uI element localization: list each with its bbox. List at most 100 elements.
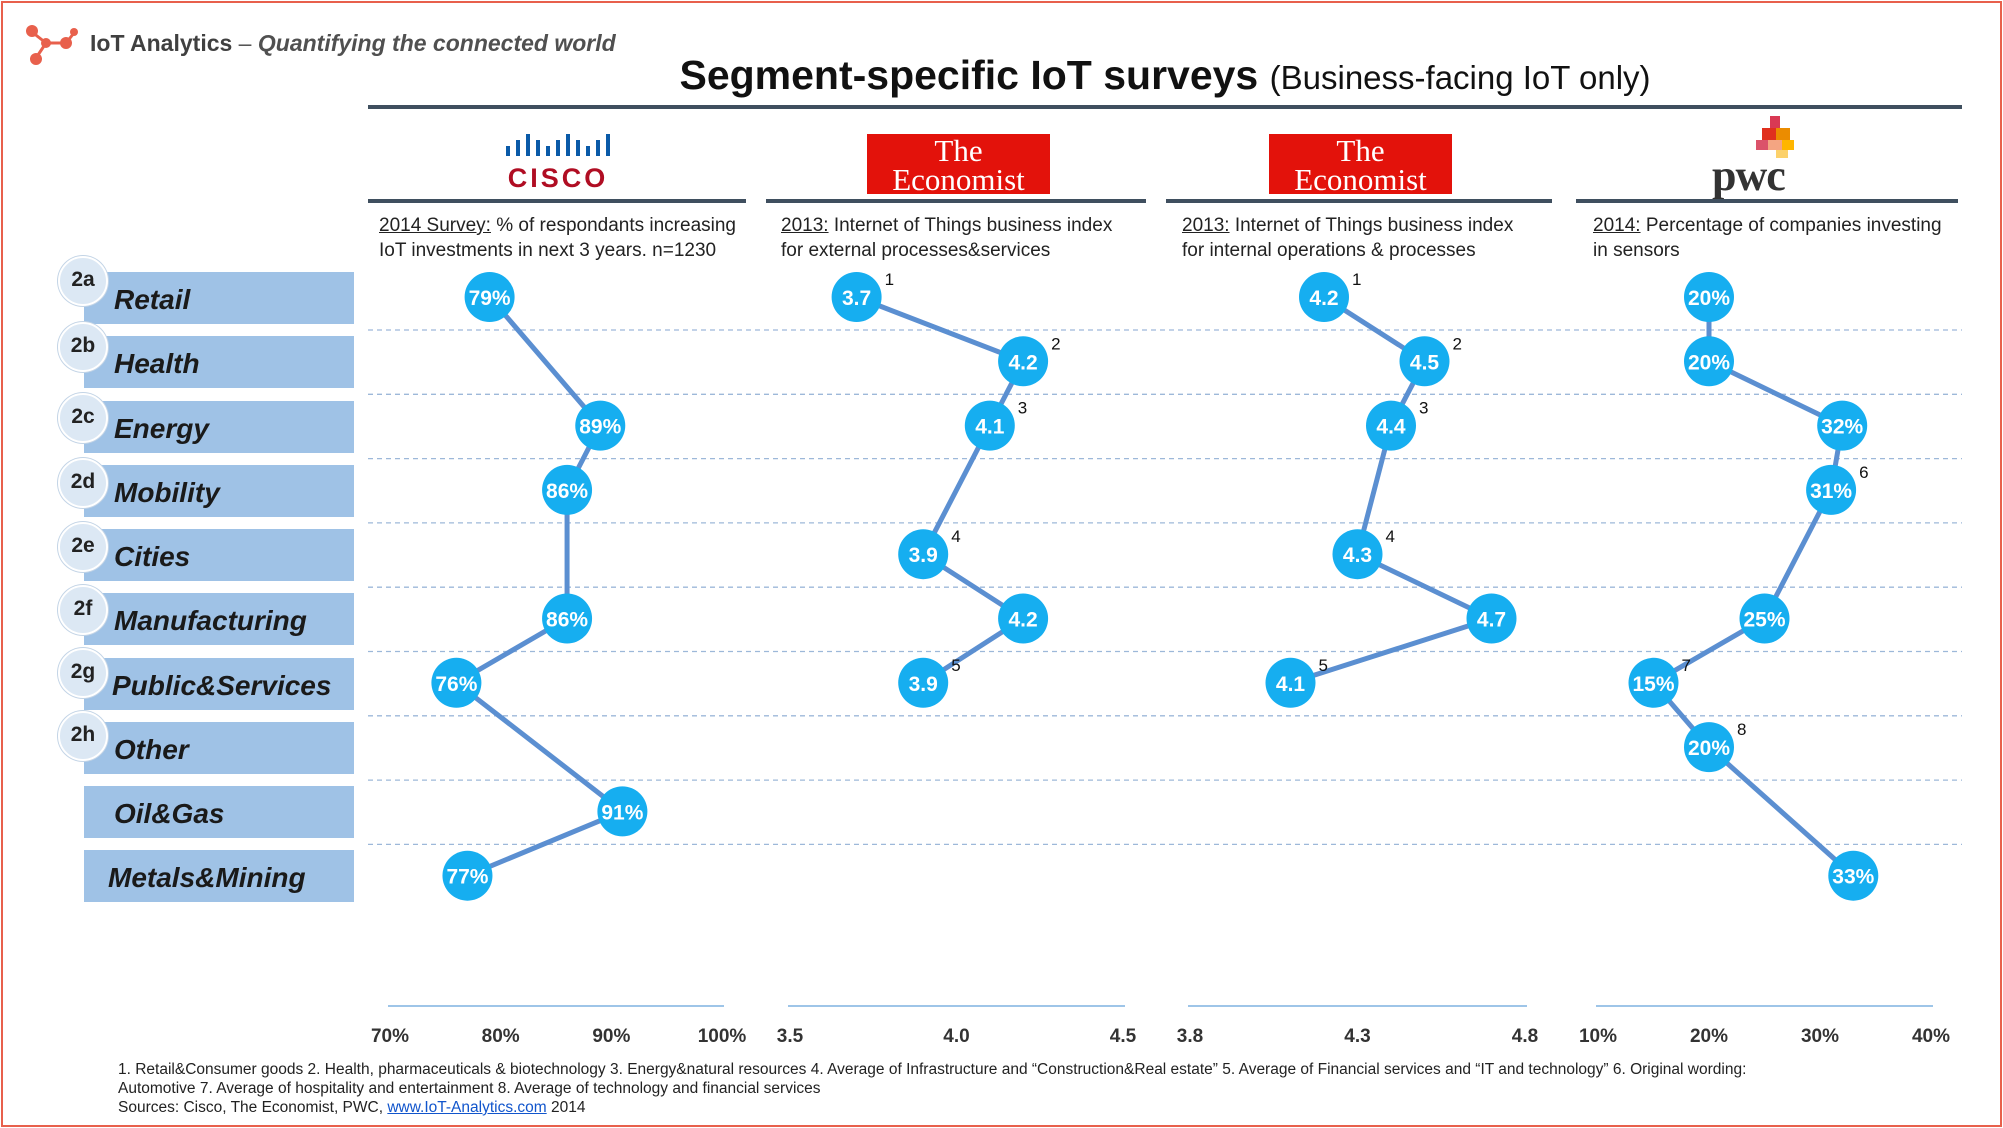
series-line xyxy=(453,295,625,879)
category-label: Cities xyxy=(114,541,191,572)
page-title: Segment-specific IoT surveys (Business-f… xyxy=(370,52,1960,99)
x-tick-label: 4.3 xyxy=(1344,1026,1370,1047)
x-tick-label: 100% xyxy=(698,1026,747,1047)
x-tick-label: 30% xyxy=(1801,1026,1839,1047)
data-label: 15% xyxy=(1632,673,1674,696)
description-line2: IoT investments in next 3 years. n=1230 xyxy=(379,240,717,261)
footnote-marker: 5 xyxy=(951,656,960,675)
pwc-logo-text: pwc xyxy=(1712,151,1786,200)
data-point xyxy=(442,850,493,901)
data-point xyxy=(998,593,1049,644)
category-label: Retail xyxy=(114,284,191,315)
data-point xyxy=(1399,336,1450,387)
series-line xyxy=(855,294,1026,685)
footnote-marker: 8 xyxy=(1737,720,1746,739)
data-point xyxy=(1299,272,1349,322)
footnote-marker: 5 xyxy=(1319,656,1328,675)
description-line2: for external processes&services xyxy=(781,240,1051,261)
title-rule xyxy=(368,105,1962,109)
pwc-logo: pwc xyxy=(1710,116,1830,200)
data-point xyxy=(1739,593,1790,644)
data-point xyxy=(1817,400,1868,451)
category-bar-energy: Energy xyxy=(84,401,354,453)
data-label: 25% xyxy=(1743,609,1785,632)
column-rule-economist-internal xyxy=(1166,199,1552,203)
economist-logo-line2: Economist xyxy=(1294,162,1427,197)
data-point xyxy=(575,400,626,451)
title-sub: (Business-facing IoT only) xyxy=(1269,59,1651,96)
footnotes: 1. Retail&Consumer goods 2. Health, phar… xyxy=(118,1060,1978,1117)
category-badge: 2d xyxy=(58,458,108,508)
data-label: 31% xyxy=(1810,480,1852,503)
description-line1: Percentage of companies investing xyxy=(1640,215,1942,236)
data-point xyxy=(464,272,515,322)
description-line1: Internet of Things business index xyxy=(828,215,1113,236)
economist-logo-line2: Economist xyxy=(892,162,1025,197)
description-prefix: 2013: xyxy=(1182,215,1230,236)
category-bar-retail: Retail xyxy=(84,272,354,324)
category-bar-health: Health xyxy=(84,336,354,388)
data-label: 4.2 xyxy=(1008,609,1037,632)
data-label: 3.7 xyxy=(842,287,871,310)
data-label: 4.1 xyxy=(975,416,1005,439)
data-label: 91% xyxy=(601,801,643,824)
footnote-marker: 3 xyxy=(1018,399,1027,418)
series-line xyxy=(1289,294,1494,686)
footnote-line2: Automotive 7. Average of hospitality and… xyxy=(118,1080,821,1097)
description-line2: for internal operations & processes xyxy=(1182,240,1476,261)
economist-logo-line1: The xyxy=(934,133,983,168)
x-tick-label: 3.5 xyxy=(777,1026,804,1047)
pwc-logo-mark xyxy=(1756,116,1794,158)
footnote-marker: 1 xyxy=(885,270,894,289)
description-prefix: 2013: xyxy=(781,215,829,236)
data-label: 4.2 xyxy=(1309,287,1338,310)
footnote-marker: 2 xyxy=(1051,334,1060,353)
category-label: Public&Services xyxy=(112,670,332,701)
column-rule-cisco xyxy=(368,199,746,203)
economist-logo-external: The Economist xyxy=(867,133,1050,197)
column-rule-pwc xyxy=(1576,199,1958,203)
series-line xyxy=(1651,297,1855,878)
data-label: 33% xyxy=(1832,866,1874,889)
data-point xyxy=(831,272,882,322)
data-point xyxy=(1332,529,1383,580)
data-point xyxy=(998,336,1049,387)
x-tick-label: 3.8 xyxy=(1177,1026,1203,1047)
brand-header: IoT Analytics – Quantifying the connecte… xyxy=(20,18,616,68)
category-label: Manufacturing xyxy=(114,605,307,636)
data-point xyxy=(1806,464,1857,515)
data-label: 79% xyxy=(469,287,511,310)
title-main: Segment-specific IoT surveys xyxy=(679,52,1259,98)
description-pwc: 2014: Percentage of companies investing … xyxy=(1593,213,1942,263)
economist-logo-internal: The Economist xyxy=(1269,134,1452,197)
category-label: Health xyxy=(114,348,200,379)
data-point xyxy=(1466,593,1517,644)
category-badge: 2h xyxy=(58,711,108,761)
data-point xyxy=(964,400,1015,451)
x-tick-label: 4.5 xyxy=(1110,1026,1137,1047)
data-point xyxy=(542,464,593,515)
data-point xyxy=(431,657,482,708)
data-point xyxy=(1265,657,1316,708)
brand-name: IoT Analytics xyxy=(90,29,233,56)
data-point xyxy=(1684,272,1734,322)
data-point xyxy=(1628,657,1679,708)
category-bar-other: Other xyxy=(84,722,354,774)
data-point xyxy=(542,593,593,644)
data-point xyxy=(1684,336,1734,387)
data-point xyxy=(1366,400,1416,451)
iot-analytics-link[interactable]: www.IoT-Analytics.com xyxy=(387,1099,547,1116)
footnote-marker: 2 xyxy=(1453,334,1462,353)
footnote-marker: 4 xyxy=(1386,527,1395,546)
x-tick-label: 4.8 xyxy=(1512,1026,1538,1047)
sources-prefix: Sources: Cisco, The Economist, PWC, xyxy=(118,1099,388,1116)
x-tick-label: 20% xyxy=(1690,1026,1728,1047)
x-tick-label: 90% xyxy=(592,1026,630,1047)
data-point xyxy=(898,657,949,708)
brand-dash: – xyxy=(232,29,258,56)
description-economist-internal: 2013: Internet of Things business index … xyxy=(1182,213,1513,263)
data-point xyxy=(597,786,648,837)
category-label: Energy xyxy=(114,413,209,444)
iot-analytics-logo xyxy=(26,25,78,65)
data-label: 32% xyxy=(1821,416,1863,439)
